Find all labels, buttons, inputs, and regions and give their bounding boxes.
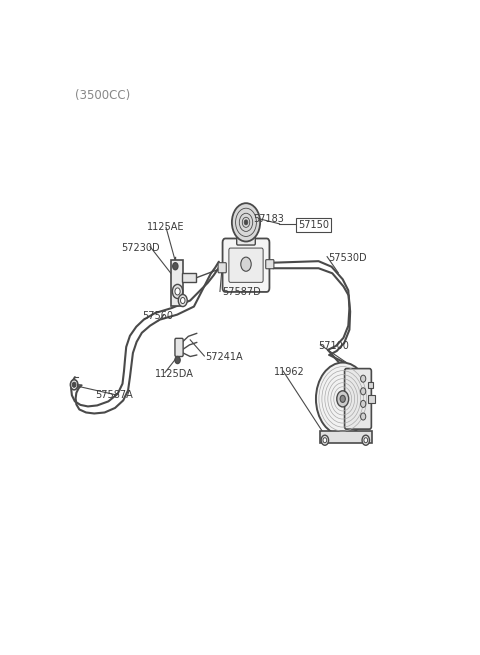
Bar <box>368 395 375 403</box>
Circle shape <box>360 388 366 395</box>
Circle shape <box>360 375 366 383</box>
Text: 57150: 57150 <box>298 220 329 230</box>
Circle shape <box>244 220 248 225</box>
Text: 1125DA: 1125DA <box>155 369 194 379</box>
FancyBboxPatch shape <box>218 263 226 272</box>
Text: 57530D: 57530D <box>328 253 366 263</box>
Bar <box>368 382 373 388</box>
Text: 11962: 11962 <box>274 367 305 377</box>
Circle shape <box>337 391 348 407</box>
Circle shape <box>241 257 251 271</box>
Circle shape <box>175 356 180 364</box>
Text: (3500CC): (3500CC) <box>75 88 130 102</box>
Circle shape <box>173 263 178 270</box>
Circle shape <box>321 435 329 445</box>
Text: 57587A: 57587A <box>96 390 133 400</box>
FancyBboxPatch shape <box>237 231 255 245</box>
FancyBboxPatch shape <box>223 238 269 292</box>
Circle shape <box>175 288 180 295</box>
FancyBboxPatch shape <box>175 339 183 356</box>
Text: 57100: 57100 <box>319 341 349 351</box>
Circle shape <box>180 297 185 303</box>
Text: 1125AE: 1125AE <box>147 223 185 233</box>
Circle shape <box>364 438 368 443</box>
FancyBboxPatch shape <box>229 248 263 282</box>
FancyBboxPatch shape <box>266 259 274 269</box>
Circle shape <box>232 203 260 242</box>
Text: 57587D: 57587D <box>222 288 261 297</box>
Bar <box>182 273 196 282</box>
Bar <box>171 260 183 305</box>
Circle shape <box>340 396 345 402</box>
Text: 57560: 57560 <box>142 310 173 321</box>
Circle shape <box>316 363 370 435</box>
Circle shape <box>172 284 183 299</box>
Circle shape <box>178 295 187 307</box>
FancyBboxPatch shape <box>345 369 372 429</box>
Circle shape <box>362 435 370 445</box>
Text: 57183: 57183 <box>252 214 284 224</box>
Circle shape <box>360 400 366 407</box>
Bar <box>321 430 372 443</box>
Circle shape <box>360 413 366 420</box>
Circle shape <box>323 438 327 443</box>
Text: 57230D: 57230D <box>121 242 160 253</box>
Circle shape <box>71 380 78 390</box>
Circle shape <box>72 383 76 387</box>
Text: 57241A: 57241A <box>205 352 243 362</box>
